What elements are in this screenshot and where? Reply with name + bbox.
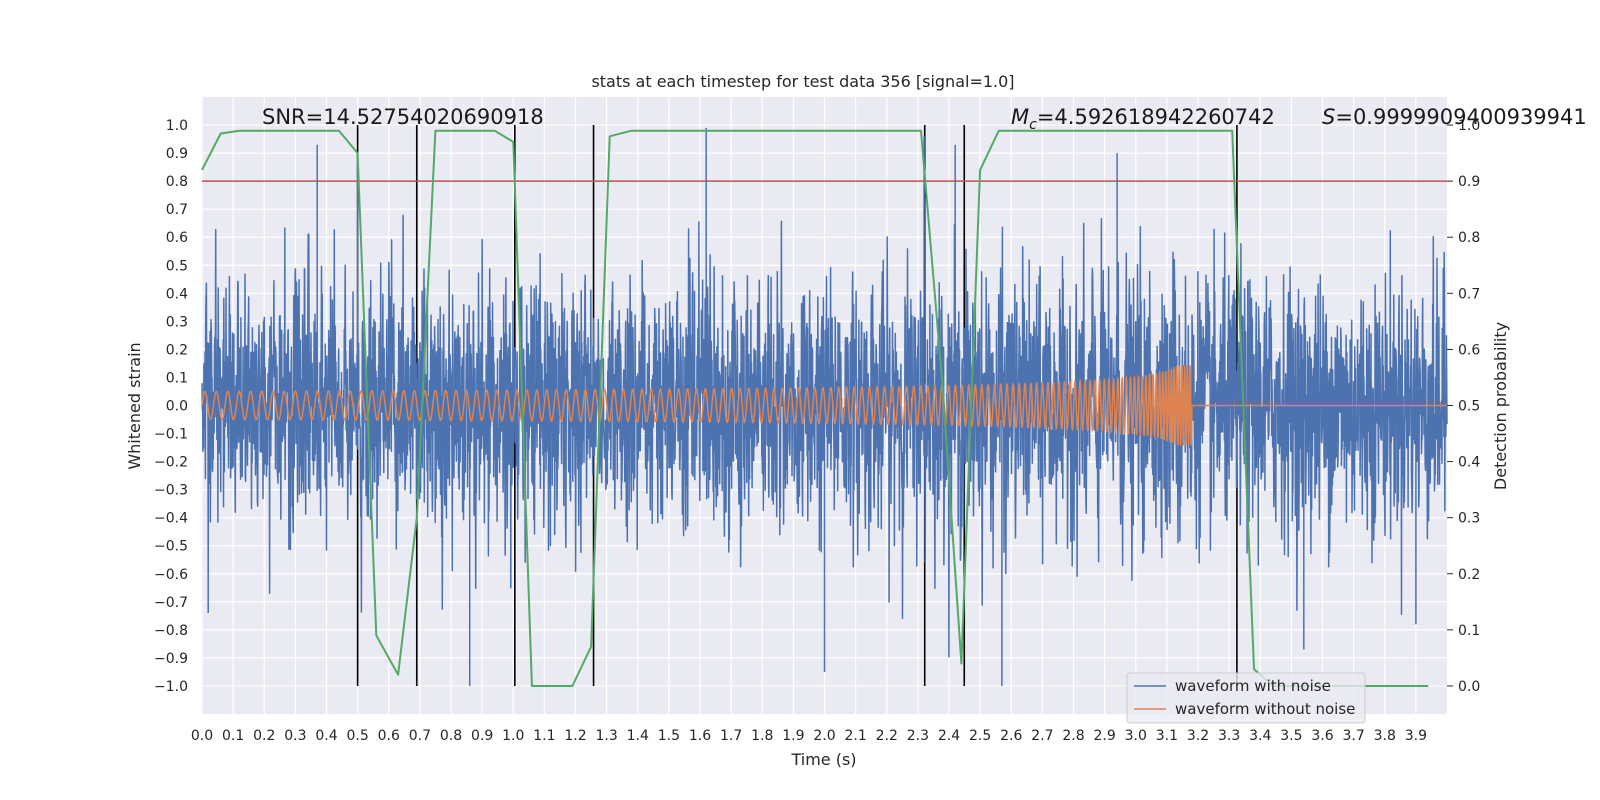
y-tick-label: 0.8 bbox=[166, 174, 188, 190]
chirp-mass-subscript: c bbox=[1029, 117, 1037, 133]
x-tick-label: 1.0 bbox=[502, 728, 524, 744]
snr-annotation: SNR=14.52754020690918 bbox=[262, 105, 544, 129]
x-tick-label: 0.0 bbox=[191, 728, 213, 744]
legend: waveform with noise waveform without noi… bbox=[1126, 672, 1366, 724]
y2-tick-label: 0.8 bbox=[1458, 230, 1480, 246]
y2-tick-label: 0.2 bbox=[1458, 567, 1480, 583]
y2-tick-label: 0.5 bbox=[1458, 399, 1480, 415]
x-tick-label: 1.4 bbox=[627, 728, 649, 744]
y2-tick-label: 0.3 bbox=[1458, 511, 1480, 527]
x-tick-label: 2.3 bbox=[907, 728, 929, 744]
x-tick-label: 2.7 bbox=[1031, 728, 1053, 744]
x-tick-label: 2.1 bbox=[844, 728, 866, 744]
y2-tick-label: 1.0 bbox=[1458, 118, 1480, 134]
clean-waveform-line bbox=[201, 364, 1447, 446]
x-tick-label: 1.6 bbox=[689, 728, 711, 744]
x-tick-label: 2.6 bbox=[1000, 728, 1022, 744]
x-tick-label: 0.9 bbox=[471, 728, 493, 744]
y-tick-label: 0.4 bbox=[166, 286, 188, 302]
y-tick-label: 0.1 bbox=[166, 370, 188, 386]
y2-tick-label: 0.0 bbox=[1458, 679, 1480, 695]
y-tick-label: 1.0 bbox=[166, 118, 188, 134]
x-tick-label: 0.7 bbox=[409, 728, 431, 744]
x-tick-label: 2.9 bbox=[1093, 728, 1115, 744]
y-tick-label: 0.0 bbox=[166, 399, 188, 415]
y-tick-label: −0.1 bbox=[154, 427, 188, 443]
x-tick-label: 3.8 bbox=[1374, 728, 1396, 744]
y-tick-label: −0.4 bbox=[154, 511, 188, 527]
x-tick-label: 2.0 bbox=[813, 728, 835, 744]
y-axis-ticks: 1.0 0.9 0.8 0.7 0.6 0.5 0.4 0.3 0.2 0.1 0.0 −0.1 −0.… bbox=[154, 118, 188, 695]
y-tick-label: −0.6 bbox=[154, 567, 188, 583]
legend-label-noise: waveform with noise bbox=[1175, 677, 1331, 695]
x-tick-label: 3.7 bbox=[1342, 728, 1364, 744]
chirp-mass-annotation: Mc=4.592618942260742 bbox=[1011, 105, 1275, 133]
x-tick-label: 3.3 bbox=[1218, 728, 1240, 744]
chart-title: stats at each timestep for test data 356… bbox=[591, 72, 1014, 91]
x-tick-label: 1.5 bbox=[658, 728, 680, 744]
x-tick-label: 0.2 bbox=[253, 728, 275, 744]
y2-tick-label: 0.6 bbox=[1458, 342, 1480, 358]
y-tick-label: −0.5 bbox=[154, 539, 188, 555]
x-tick-label: 0.3 bbox=[284, 728, 306, 744]
x-tick-label: 1.1 bbox=[533, 728, 555, 744]
y-tick-label: −0.2 bbox=[154, 455, 188, 471]
chirp-mass-symbol: M bbox=[1011, 105, 1029, 129]
x-tick-label: 0.1 bbox=[222, 728, 244, 744]
y-tick-label: 0.5 bbox=[166, 258, 188, 274]
x-tick-label: 0.4 bbox=[315, 728, 337, 744]
x-tick-label: 3.5 bbox=[1280, 728, 1302, 744]
x-tick-label: 3.1 bbox=[1156, 728, 1178, 744]
y-tick-label: −0.9 bbox=[154, 651, 188, 667]
x-tick-label: 3.0 bbox=[1125, 728, 1147, 744]
x-axis-ticks: 0.0 0.1 0.2 0.3 0.4 0.5 0.6 0.7 0.8 0.9 1.0 1.1 1.2 1… bbox=[191, 728, 1427, 744]
y-tick-label: −1.0 bbox=[154, 679, 188, 695]
y2-tick-label: 0.1 bbox=[1458, 623, 1480, 639]
y2-tick-label: 0.4 bbox=[1458, 455, 1480, 471]
x-tick-label: 1.7 bbox=[720, 728, 742, 744]
x-tick-label: 3.6 bbox=[1311, 728, 1333, 744]
x-tick-label: 3.2 bbox=[1187, 728, 1209, 744]
x-tick-label: 0.6 bbox=[378, 728, 400, 744]
y-tick-label: 0.3 bbox=[166, 314, 188, 330]
y-tick-label: −0.7 bbox=[154, 595, 188, 611]
x-tick-label: 2.8 bbox=[1062, 728, 1084, 744]
x-tick-label: 0.5 bbox=[346, 728, 368, 744]
y2-axis-ticks: 1.0 0.9 0.8 0.7 0.6 0.5 0.4 0.3 0.2 0.1 0.0 bbox=[1447, 118, 1480, 695]
noise-waveform-line bbox=[201, 127, 1448, 686]
y2-axis-label: Detection probability bbox=[1491, 322, 1510, 490]
y-tick-label: 0.9 bbox=[166, 146, 188, 162]
legend-label-clean: waveform without noise bbox=[1175, 700, 1355, 718]
y-tick-label: 0.6 bbox=[166, 230, 188, 246]
x-tick-label: 2.4 bbox=[938, 728, 960, 744]
s-symbol: S bbox=[1322, 105, 1335, 129]
x-tick-label: 2.2 bbox=[876, 728, 898, 744]
x-tick-label: 1.2 bbox=[564, 728, 586, 744]
x-tick-label: 2.5 bbox=[969, 728, 991, 744]
y2-tick-label: 0.9 bbox=[1458, 174, 1480, 190]
y-tick-label: 0.7 bbox=[166, 202, 188, 218]
y-axis-label: Whitened strain bbox=[125, 342, 144, 469]
y2-tick-label: 0.7 bbox=[1458, 286, 1480, 302]
legend-box bbox=[1126, 672, 1366, 724]
s-annotation: S=0.9999909400939941 bbox=[1322, 105, 1587, 129]
x-tick-label: 0.8 bbox=[440, 728, 462, 744]
probability-line bbox=[201, 129, 1429, 687]
chirp-mass-value: =4.592618942260742 bbox=[1037, 105, 1275, 129]
x-axis-label: Time (s) bbox=[790, 750, 856, 769]
x-tick-label: 3.4 bbox=[1249, 728, 1271, 744]
series-detection-probability bbox=[201, 129, 1429, 687]
x-tick-label: 1.9 bbox=[782, 728, 804, 744]
series-waveform-with-noise bbox=[201, 127, 1448, 686]
x-tick-label: 1.8 bbox=[751, 728, 773, 744]
x-tick-label: 1.3 bbox=[595, 728, 617, 744]
y-tick-label: −0.8 bbox=[154, 623, 188, 639]
s-value: =0.9999909400939941 bbox=[1335, 105, 1586, 129]
x-tick-label: 3.9 bbox=[1405, 728, 1427, 744]
series-waveform-without-noise bbox=[201, 364, 1447, 446]
y-tick-label: 0.2 bbox=[166, 342, 188, 358]
y-tick-label: −0.3 bbox=[154, 483, 188, 499]
